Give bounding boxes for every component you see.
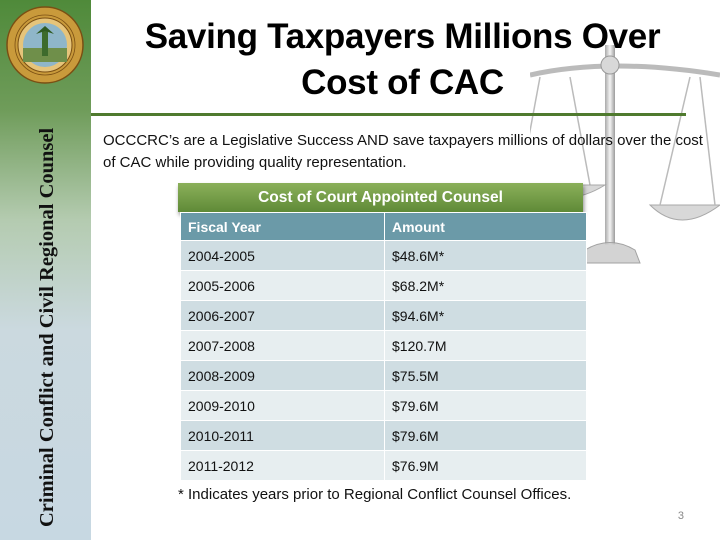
table-row: 2007-2008 $120.7M: [180, 330, 587, 361]
amount-cell: $79.6M: [384, 420, 587, 451]
amount-cell: $68.2M*: [384, 270, 587, 301]
table-header-row: Fiscal Year Amount: [180, 212, 587, 241]
column-header-amount: Amount: [384, 212, 587, 241]
table-row: 2006-2007 $94.6M*: [180, 300, 587, 331]
fiscal-year-cell: 2004-2005: [180, 240, 385, 271]
sidebar-label: Criminal Conflict and Civil Regional Cou…: [36, 127, 58, 527]
intro-paragraph: OCCCRC’s are a Legislative Success AND s…: [103, 132, 703, 171]
amount-cell: $120.7M: [384, 330, 587, 361]
column-header-fiscal-year: Fiscal Year: [180, 212, 385, 241]
page-number: 3: [677, 510, 684, 522]
table-row: 2010-2011 $79.6M: [180, 420, 587, 451]
table-row: 2008-2009 $75.5M: [180, 360, 587, 391]
fiscal-year-cell: 2010-2011: [180, 420, 385, 451]
title-line-2: Cost of CAC: [301, 63, 504, 102]
cost-table: Fiscal Year Amount 2004-2005 $48.6M* 200…: [180, 212, 587, 481]
amount-cell: $75.5M: [384, 360, 587, 391]
table-row: 2005-2006 $68.2M*: [180, 270, 587, 301]
florida-seal-icon: [6, 6, 84, 84]
fiscal-year-cell: 2006-2007: [180, 300, 385, 331]
table-title: Cost of Court Appointed Counsel: [178, 183, 583, 212]
amount-cell: $76.9M: [384, 450, 587, 481]
fiscal-year-cell: 2008-2009: [180, 360, 385, 391]
footnote: * Indicates years prior to Regional Conf…: [178, 486, 572, 503]
amount-cell: $79.6M: [384, 390, 587, 421]
fiscal-year-cell: 2007-2008: [180, 330, 385, 361]
fiscal-year-cell: 2005-2006: [180, 270, 385, 301]
amount-cell: $94.6M*: [384, 300, 587, 331]
table-row: 2011-2012 $76.9M: [180, 450, 587, 481]
fiscal-year-cell: 2011-2012: [180, 450, 385, 481]
table-row: 2009-2010 $79.6M: [180, 390, 587, 421]
slide-title: Saving Taxpayers Millions Over Cost of C…: [110, 14, 695, 106]
title-divider: [91, 113, 686, 116]
table-row: 2004-2005 $48.6M*: [180, 240, 587, 271]
title-line-1: Saving Taxpayers Millions Over: [144, 17, 661, 56]
amount-cell: $48.6M*: [384, 240, 587, 271]
sidebar: Criminal Conflict and Civil Regional Cou…: [0, 0, 91, 540]
fiscal-year-cell: 2009-2010: [180, 390, 385, 421]
